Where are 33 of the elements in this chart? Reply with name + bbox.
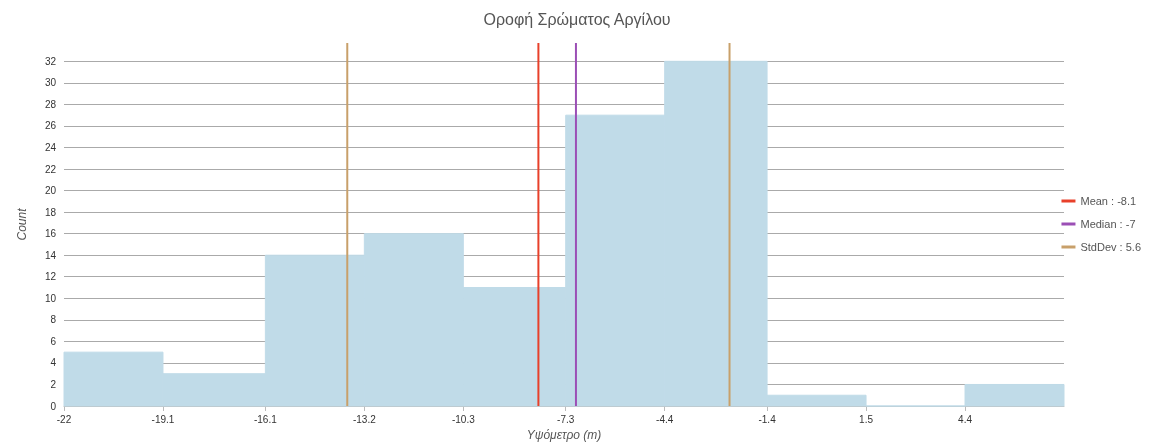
- x-tick-label: -22: [56, 413, 72, 425]
- chart-title: Οροφή Σρώματος Αργίλου: [483, 10, 671, 28]
- x-tick-label: -10.3: [451, 413, 476, 425]
- x-tick-label: -19.1: [151, 413, 175, 425]
- y-tick-label: 26: [44, 120, 57, 132]
- x-tick-label: -13.2: [352, 413, 377, 425]
- y-tick-label: 32: [44, 55, 57, 67]
- y-tick-label: 0: [50, 400, 57, 412]
- y-tick-label: 20: [44, 185, 57, 197]
- y-tick-label: 6: [50, 335, 57, 347]
- y-tick-label: 14: [44, 249, 57, 261]
- legend-label: StdDev : 5.6: [1080, 241, 1142, 253]
- y-tick-label: 24: [44, 141, 57, 153]
- x-tick-label: -16.1: [253, 413, 278, 425]
- y-tick-label: 4: [50, 357, 57, 369]
- x-axis-title: Υψόμετρο (m): [526, 427, 602, 442]
- legend-label: Median : -7: [1080, 218, 1136, 230]
- y-tick-label: 18: [44, 206, 57, 218]
- y-tick-label: 8: [50, 314, 57, 326]
- y-tick-label: 12: [44, 271, 57, 283]
- y-tick-label: 28: [44, 98, 57, 110]
- y-tick-label: 10: [44, 292, 57, 304]
- x-tick-label: 4.4: [958, 413, 973, 425]
- y-tick-label: 2: [50, 378, 57, 390]
- y-tick-label: 16: [44, 228, 57, 240]
- x-tick-label: -7.3: [557, 413, 575, 425]
- y-axis-title: Count: [15, 207, 29, 241]
- x-tick-label: 1.5: [859, 413, 874, 425]
- x-tick-label: -1.4: [758, 413, 777, 425]
- y-tick-label: 30: [44, 77, 57, 89]
- y-tick-label: 22: [44, 163, 57, 175]
- legend-label: Mean : -8.1: [1080, 195, 1137, 207]
- x-tick-label: -4.4: [656, 413, 674, 425]
